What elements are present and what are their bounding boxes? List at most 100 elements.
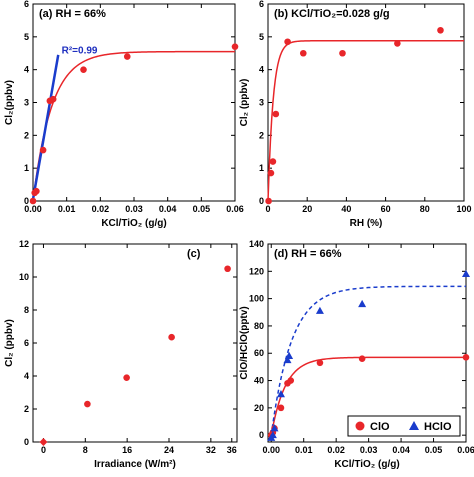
data-point <box>267 169 275 177</box>
x-tick-label: 0.00 <box>24 204 42 214</box>
y-tick-label: 10 <box>19 272 29 282</box>
y-tick-label: 1 <box>259 163 264 173</box>
y-tick-label: 100 <box>249 294 264 304</box>
x-axis-label: KCl/TiO₂ (g/g) <box>101 218 166 229</box>
x-tick-label: 0.02 <box>327 445 345 455</box>
x-tick-label: 0.05 <box>193 204 211 214</box>
chart-panel-1: 0.00 0.01 0.02 0.03 0.04 0.05 0.06 0 1 2 3 4 5 6 KCl/T… <box>4 0 244 229</box>
y-tick-label: 3 <box>259 98 264 108</box>
x-tick-label: 0.02 <box>92 204 110 214</box>
data-point <box>80 66 87 73</box>
x-tick-label: 24 <box>164 445 174 455</box>
chart-panel-2: 0 20 40 60 80 100 0 1 2 3 4 5 6 RH (%) Cl₂ (ppbv) (b) K… <box>239 0 472 229</box>
data-point-triangle <box>270 424 279 432</box>
y-tick-label: 6 <box>24 338 29 348</box>
data-point-triangle <box>358 299 367 308</box>
x-axis-label: Irradiance (W/m²) <box>94 459 176 470</box>
data-point <box>84 400 91 408</box>
legend-label: ClO <box>370 421 390 433</box>
data-point <box>394 40 401 47</box>
y-axis-label: Cl₂ (ppbv) <box>4 319 15 367</box>
data-point <box>316 359 324 367</box>
data-point <box>358 355 366 363</box>
fit-curve-1 <box>267 40 464 202</box>
data-point <box>277 404 285 412</box>
panel-title: (d) RH = 66% <box>274 248 342 260</box>
y-axis-label: ClO/HClO(pptv) <box>239 306 250 379</box>
y-tick-label: 12 <box>19 239 29 249</box>
y-tick-label: 0 <box>259 430 264 440</box>
x-tick-label: 100 <box>456 204 471 214</box>
data-point-triangle <box>315 306 324 314</box>
x-tick-label: 20 <box>302 204 312 214</box>
x-tick-label: 0.03 <box>360 445 378 455</box>
y-tick-label: 140 <box>249 239 264 249</box>
data-point <box>272 110 280 118</box>
legend-label: HClO <box>424 421 452 433</box>
y-tick-label: 1 <box>24 163 29 173</box>
y-tick-label: 0 <box>24 437 29 447</box>
panel-title: (b) KCl/TiO₂=0.028 g/g <box>274 8 390 20</box>
y-tick-label: 4 <box>259 65 264 75</box>
y-tick-label: 3 <box>24 98 29 108</box>
data-point <box>269 158 277 165</box>
data-point <box>29 197 37 205</box>
data-point <box>123 53 131 60</box>
data-point <box>437 26 444 34</box>
x-tick-label: 0.04 <box>392 445 410 455</box>
x-axis-label: KCl/TiO₂ (g/g) <box>334 459 399 470</box>
y-tick-label: 2 <box>259 130 264 140</box>
data-point <box>339 49 346 57</box>
data-point-triangle <box>268 430 277 439</box>
data-point-triangle <box>462 269 470 278</box>
x-tick-label: 0.05 <box>425 445 443 455</box>
fit-curve-1 <box>270 356 466 436</box>
x-tick-label: 40 <box>341 204 351 214</box>
legend-marker-triangle <box>409 421 419 430</box>
data-point <box>168 333 175 341</box>
x-tick-label: 0.06 <box>226 204 244 214</box>
data-point <box>287 377 295 384</box>
x-tick-label: 0.06 <box>457 445 474 455</box>
x-tick-label: 16 <box>122 445 132 455</box>
plot-frame <box>32 3 236 202</box>
y-tick-label: 20 <box>254 403 264 413</box>
y-tick-label: 8 <box>24 305 29 315</box>
fit-curve-1 <box>32 50 235 202</box>
data-point <box>123 374 130 381</box>
x-tick-label: 80 <box>420 204 430 214</box>
data-point <box>299 49 307 57</box>
fit-curve-2 <box>270 285 466 436</box>
data-point-triangle <box>276 390 285 398</box>
x-tick-label: 0.01 <box>58 204 76 214</box>
data-point <box>49 95 57 103</box>
plot-frame <box>267 243 467 443</box>
chart-panel-4: 0.00 0.01 0.02 0.03 0.04 0.05 0.06 0 20 40 60 80 100… <box>239 239 474 470</box>
y-tick-label: 4 <box>24 65 29 75</box>
y-tick-label: 80 <box>254 321 264 331</box>
y-tick-label: 60 <box>254 348 264 358</box>
plot-frame <box>267 3 465 202</box>
y-tick-label: 5 <box>24 32 29 42</box>
y-axis-label: Cl₂ (ppbv) <box>239 79 250 127</box>
x-tick-label: 8 <box>83 445 88 455</box>
data-point <box>265 197 272 205</box>
fit-curve-2 <box>31 54 60 200</box>
y-tick-label: 6 <box>259 0 264 9</box>
data-point <box>33 187 40 195</box>
legend-marker-circle <box>355 421 365 431</box>
y-tick-label: 5 <box>259 32 264 42</box>
x-tick-label: 0.00 <box>262 445 280 455</box>
panel-title: (a) RH = 66% <box>39 8 106 20</box>
y-tick-label: 2 <box>24 130 29 140</box>
y-tick-label: 120 <box>249 266 264 276</box>
y-tick-label: 2 <box>24 404 29 414</box>
data-point-diamond <box>39 438 48 446</box>
x-tick-label: 0.04 <box>159 204 177 214</box>
data-point <box>39 146 47 154</box>
y-tick-label: 6 <box>24 0 29 9</box>
plot-frame <box>32 243 238 443</box>
data-point-triangle <box>283 355 292 364</box>
y-axis-label: Cl₂(ppbv) <box>4 80 15 125</box>
